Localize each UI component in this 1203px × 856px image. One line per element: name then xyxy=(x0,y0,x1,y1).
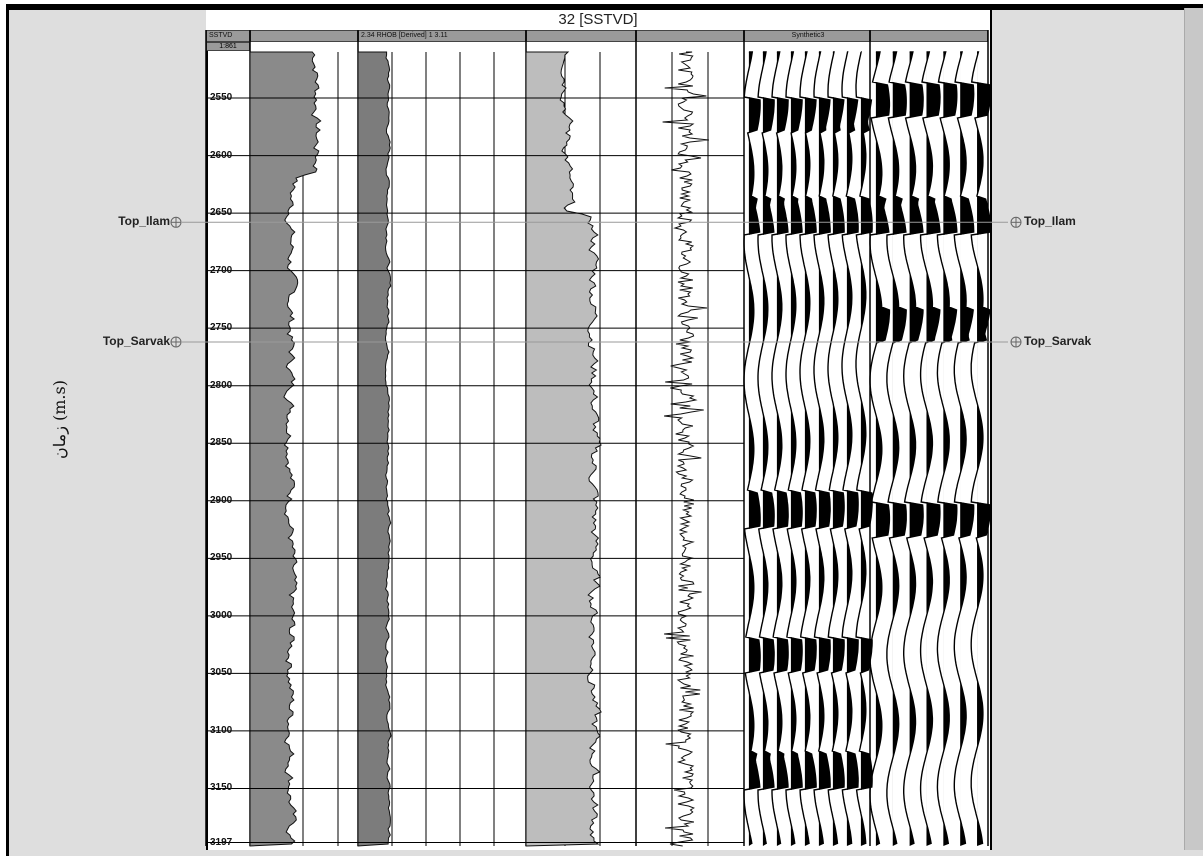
depth-tick-label: 2600 xyxy=(210,149,233,161)
synthetic-trace-trace-1 xyxy=(757,51,775,845)
depth-tick-label: 2700 xyxy=(210,264,233,276)
synthetic-trace-fill-2 xyxy=(776,52,789,846)
gr-log-curve xyxy=(249,51,322,847)
marker-label-right[interactable]: Top_Sarvak xyxy=(1024,333,1092,348)
seismic-trace-fill-5 xyxy=(960,52,974,846)
depth-tick-label: 2650 xyxy=(210,207,233,219)
depth-tick-label: 3000 xyxy=(210,609,233,621)
seismic-trace-fill-2 xyxy=(909,52,924,846)
seismic-trace-trace-5 xyxy=(953,51,975,845)
synthetic-trace-trace-3 xyxy=(785,51,803,845)
synthetic-trace-fill-0 xyxy=(748,52,761,846)
seismic-trace-trace-6 xyxy=(970,51,992,845)
seismic-trace-trace-0 xyxy=(869,51,891,845)
synthetic-trace-trace-6 xyxy=(827,51,845,845)
seismic-trace-fill-3 xyxy=(926,52,940,846)
depth-tick-label: 3150 xyxy=(210,782,233,794)
synthetic-trace-fill-7 xyxy=(846,52,859,846)
seismic-trace-fill-4 xyxy=(943,52,957,846)
seismic-trace-trace-3 xyxy=(919,51,941,845)
synthetic-trace-trace-4 xyxy=(799,51,817,845)
synthetic-trace-fill-8 xyxy=(860,52,873,846)
seismic-trace-trace-1 xyxy=(886,51,907,845)
rhob-log-curve xyxy=(357,51,392,847)
seismic-trace-fill-1 xyxy=(892,52,907,846)
marker-label-left[interactable]: Top_Sarvak xyxy=(102,333,170,348)
seismic-trace-trace-4 xyxy=(936,51,958,845)
panel-title: 32 [SSTVD] xyxy=(206,10,990,30)
synthetic-trace-trace-2 xyxy=(771,51,789,845)
synthetic-trace-trace-8 xyxy=(855,51,873,845)
depth-tick-label: 3050 xyxy=(210,667,233,679)
synthetic-trace-trace-7 xyxy=(841,51,859,845)
synthetic-trace-fill-1 xyxy=(762,52,775,846)
synthetic-trace-fill-6 xyxy=(832,52,845,846)
synthetic-trace-trace-5 xyxy=(813,51,831,845)
seismic-trace-fill-0 xyxy=(875,52,890,846)
log3-curve xyxy=(525,51,602,847)
synthetic-trace-fill-4 xyxy=(804,52,817,846)
depth-tick-label: 2550 xyxy=(210,92,233,104)
synthetic-trace-trace-0 xyxy=(743,51,761,845)
vertical-scrollbar[interactable] xyxy=(1184,8,1203,850)
synthetic-trace-fill-3 xyxy=(790,52,803,846)
marker-label-left[interactable]: Top_Ilam xyxy=(118,214,170,229)
y-axis-label: زمان (m.s) xyxy=(49,380,69,459)
log4-curve xyxy=(662,51,709,847)
synthetic-trace-fill-5 xyxy=(818,52,831,846)
depth-tick-label: 3197 xyxy=(210,836,233,848)
depth-tick-label: 2900 xyxy=(210,494,233,506)
depth-tick-label: 2800 xyxy=(210,379,233,391)
depth-tick-label: 2850 xyxy=(210,437,233,449)
depth-tick-label: 3100 xyxy=(210,724,233,736)
marker-label-right[interactable]: Top_Ilam xyxy=(1024,214,1076,229)
seismic-trace-trace-2 xyxy=(902,51,924,845)
depth-tick-label: 2750 xyxy=(210,322,233,334)
depth-tick-label: 2950 xyxy=(210,552,233,564)
